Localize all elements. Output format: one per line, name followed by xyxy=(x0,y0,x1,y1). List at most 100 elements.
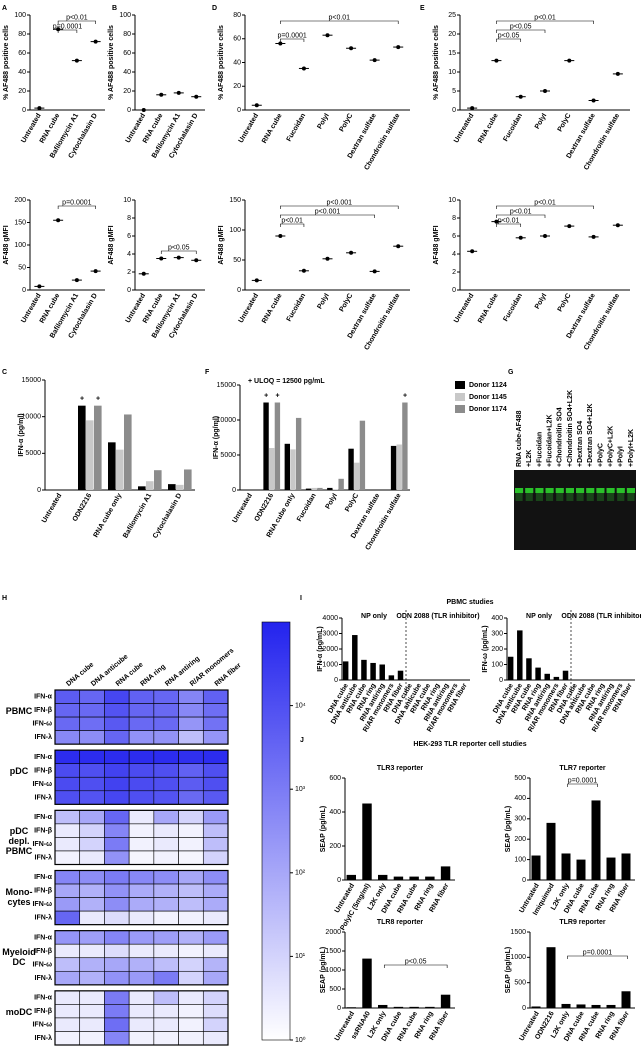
y-tick-label: 100 xyxy=(14,12,26,19)
panel-label: J xyxy=(300,737,304,744)
heat-cell xyxy=(178,716,204,731)
y-tick-label: 100 xyxy=(491,661,503,668)
y-tick-label: 0 xyxy=(127,107,131,114)
bar xyxy=(342,661,349,680)
dot xyxy=(159,92,164,97)
y-axis-label: SEAP (pg/mL) xyxy=(320,806,327,853)
heat-cell xyxy=(54,897,81,912)
heat-cell xyxy=(128,763,155,778)
heat-cell xyxy=(202,850,229,865)
chart-title: TLR3 reporter xyxy=(377,765,424,772)
y-axis-label: % AF488 positive cells xyxy=(3,25,10,100)
y-tick-label: 60 xyxy=(123,50,131,57)
heat-cell xyxy=(104,970,130,986)
heat-cell xyxy=(178,930,204,945)
row-label: IFN-β xyxy=(34,888,53,895)
heat-cell xyxy=(128,850,155,865)
heat-cell xyxy=(202,837,229,852)
heat-cell xyxy=(178,776,204,792)
heat-cell xyxy=(202,930,229,945)
y-tick-label: 0 xyxy=(237,107,241,114)
significance-label: p=0.0001 xyxy=(583,949,612,956)
y-tick-label: 50 xyxy=(18,264,26,271)
heat-cell xyxy=(54,1004,81,1019)
significance-label: p<0.001 xyxy=(315,208,341,215)
y-tick-label: 1500 xyxy=(510,929,526,936)
x-tick-label: RNA cube xyxy=(261,112,284,144)
y-axis-label: % AF488 positive cells xyxy=(218,25,225,100)
bar xyxy=(332,489,339,490)
significance-label: p<0.01 xyxy=(534,199,556,206)
heat-cell xyxy=(178,749,204,765)
y-axis-label: SEAP (pg/mL) xyxy=(505,947,512,994)
heat-cell xyxy=(104,990,130,1005)
row-label: IFN-β xyxy=(34,707,53,714)
y-tick-label: 1000 xyxy=(322,661,338,668)
y-tick-label: 0 xyxy=(127,287,131,294)
bar xyxy=(269,448,275,490)
y-tick-label: 0 xyxy=(522,1005,526,1012)
dot xyxy=(37,284,42,289)
heat-cell xyxy=(153,730,179,745)
y-tick-label: 60 xyxy=(18,50,26,57)
heat-cell xyxy=(104,776,130,792)
bar xyxy=(168,484,176,490)
row-label: IFN-λ xyxy=(35,1034,53,1042)
significance-bracket xyxy=(280,38,305,42)
dot xyxy=(494,58,499,63)
ulqo-marker: + xyxy=(96,396,100,403)
lane-label: +Chondroitin SO4+L2K xyxy=(567,390,574,467)
bar xyxy=(362,958,372,1008)
y-tick-label: 20 xyxy=(123,88,131,95)
gel-smear xyxy=(627,493,635,501)
heat-cell xyxy=(79,763,105,778)
significance-bracket xyxy=(496,29,546,33)
gel-band xyxy=(596,488,605,493)
heat-cell xyxy=(54,883,81,898)
heat-cell xyxy=(178,730,204,745)
heat-cell xyxy=(54,910,81,925)
row-label: IFN-λ xyxy=(35,854,53,862)
dot xyxy=(301,66,306,71)
y-tick-label: 2 xyxy=(452,269,456,276)
lane-label: +PolyI+L2K xyxy=(628,429,635,467)
heat-cell xyxy=(202,763,229,778)
heat-cell xyxy=(54,970,81,986)
heat-cell xyxy=(54,990,81,1005)
bar xyxy=(591,800,601,880)
heat-cell xyxy=(153,810,179,825)
bar xyxy=(78,405,86,490)
lane-label: +Chondroitin SO4 xyxy=(557,407,564,467)
dot xyxy=(301,268,306,273)
lane-label: +Dextran SO4+L2K xyxy=(587,404,594,467)
row-group-label: pDC xyxy=(9,766,29,777)
group-label: NP only xyxy=(526,613,552,620)
bar xyxy=(378,1004,388,1008)
heat-cell xyxy=(128,837,155,852)
y-tick-label: 400 xyxy=(491,615,503,622)
heat-cell xyxy=(128,897,155,912)
significance-label: p<0.05 xyxy=(405,958,427,965)
group-border xyxy=(54,749,229,805)
y-tick-label: 200 xyxy=(514,836,526,843)
panel-label: I xyxy=(300,595,302,602)
gel-band xyxy=(576,488,585,493)
bar xyxy=(379,664,385,680)
x-tick-label: Untreated xyxy=(453,292,475,324)
heat-cell xyxy=(79,870,105,885)
y-tick-label: 300 xyxy=(491,630,503,637)
heat-cell xyxy=(153,943,179,959)
heat-cell xyxy=(178,1004,204,1019)
dot xyxy=(325,256,330,261)
dot xyxy=(349,46,354,51)
dot xyxy=(159,256,164,261)
heat-cell xyxy=(178,810,204,825)
dot xyxy=(518,94,523,99)
heat-cell xyxy=(178,990,204,1005)
bar xyxy=(553,676,560,680)
gel-band xyxy=(515,488,524,493)
heat-cell xyxy=(54,1017,81,1032)
row-label: IFN-λ xyxy=(35,733,53,741)
y-tick-label: 0 xyxy=(22,287,26,294)
heat-cell xyxy=(128,910,155,925)
